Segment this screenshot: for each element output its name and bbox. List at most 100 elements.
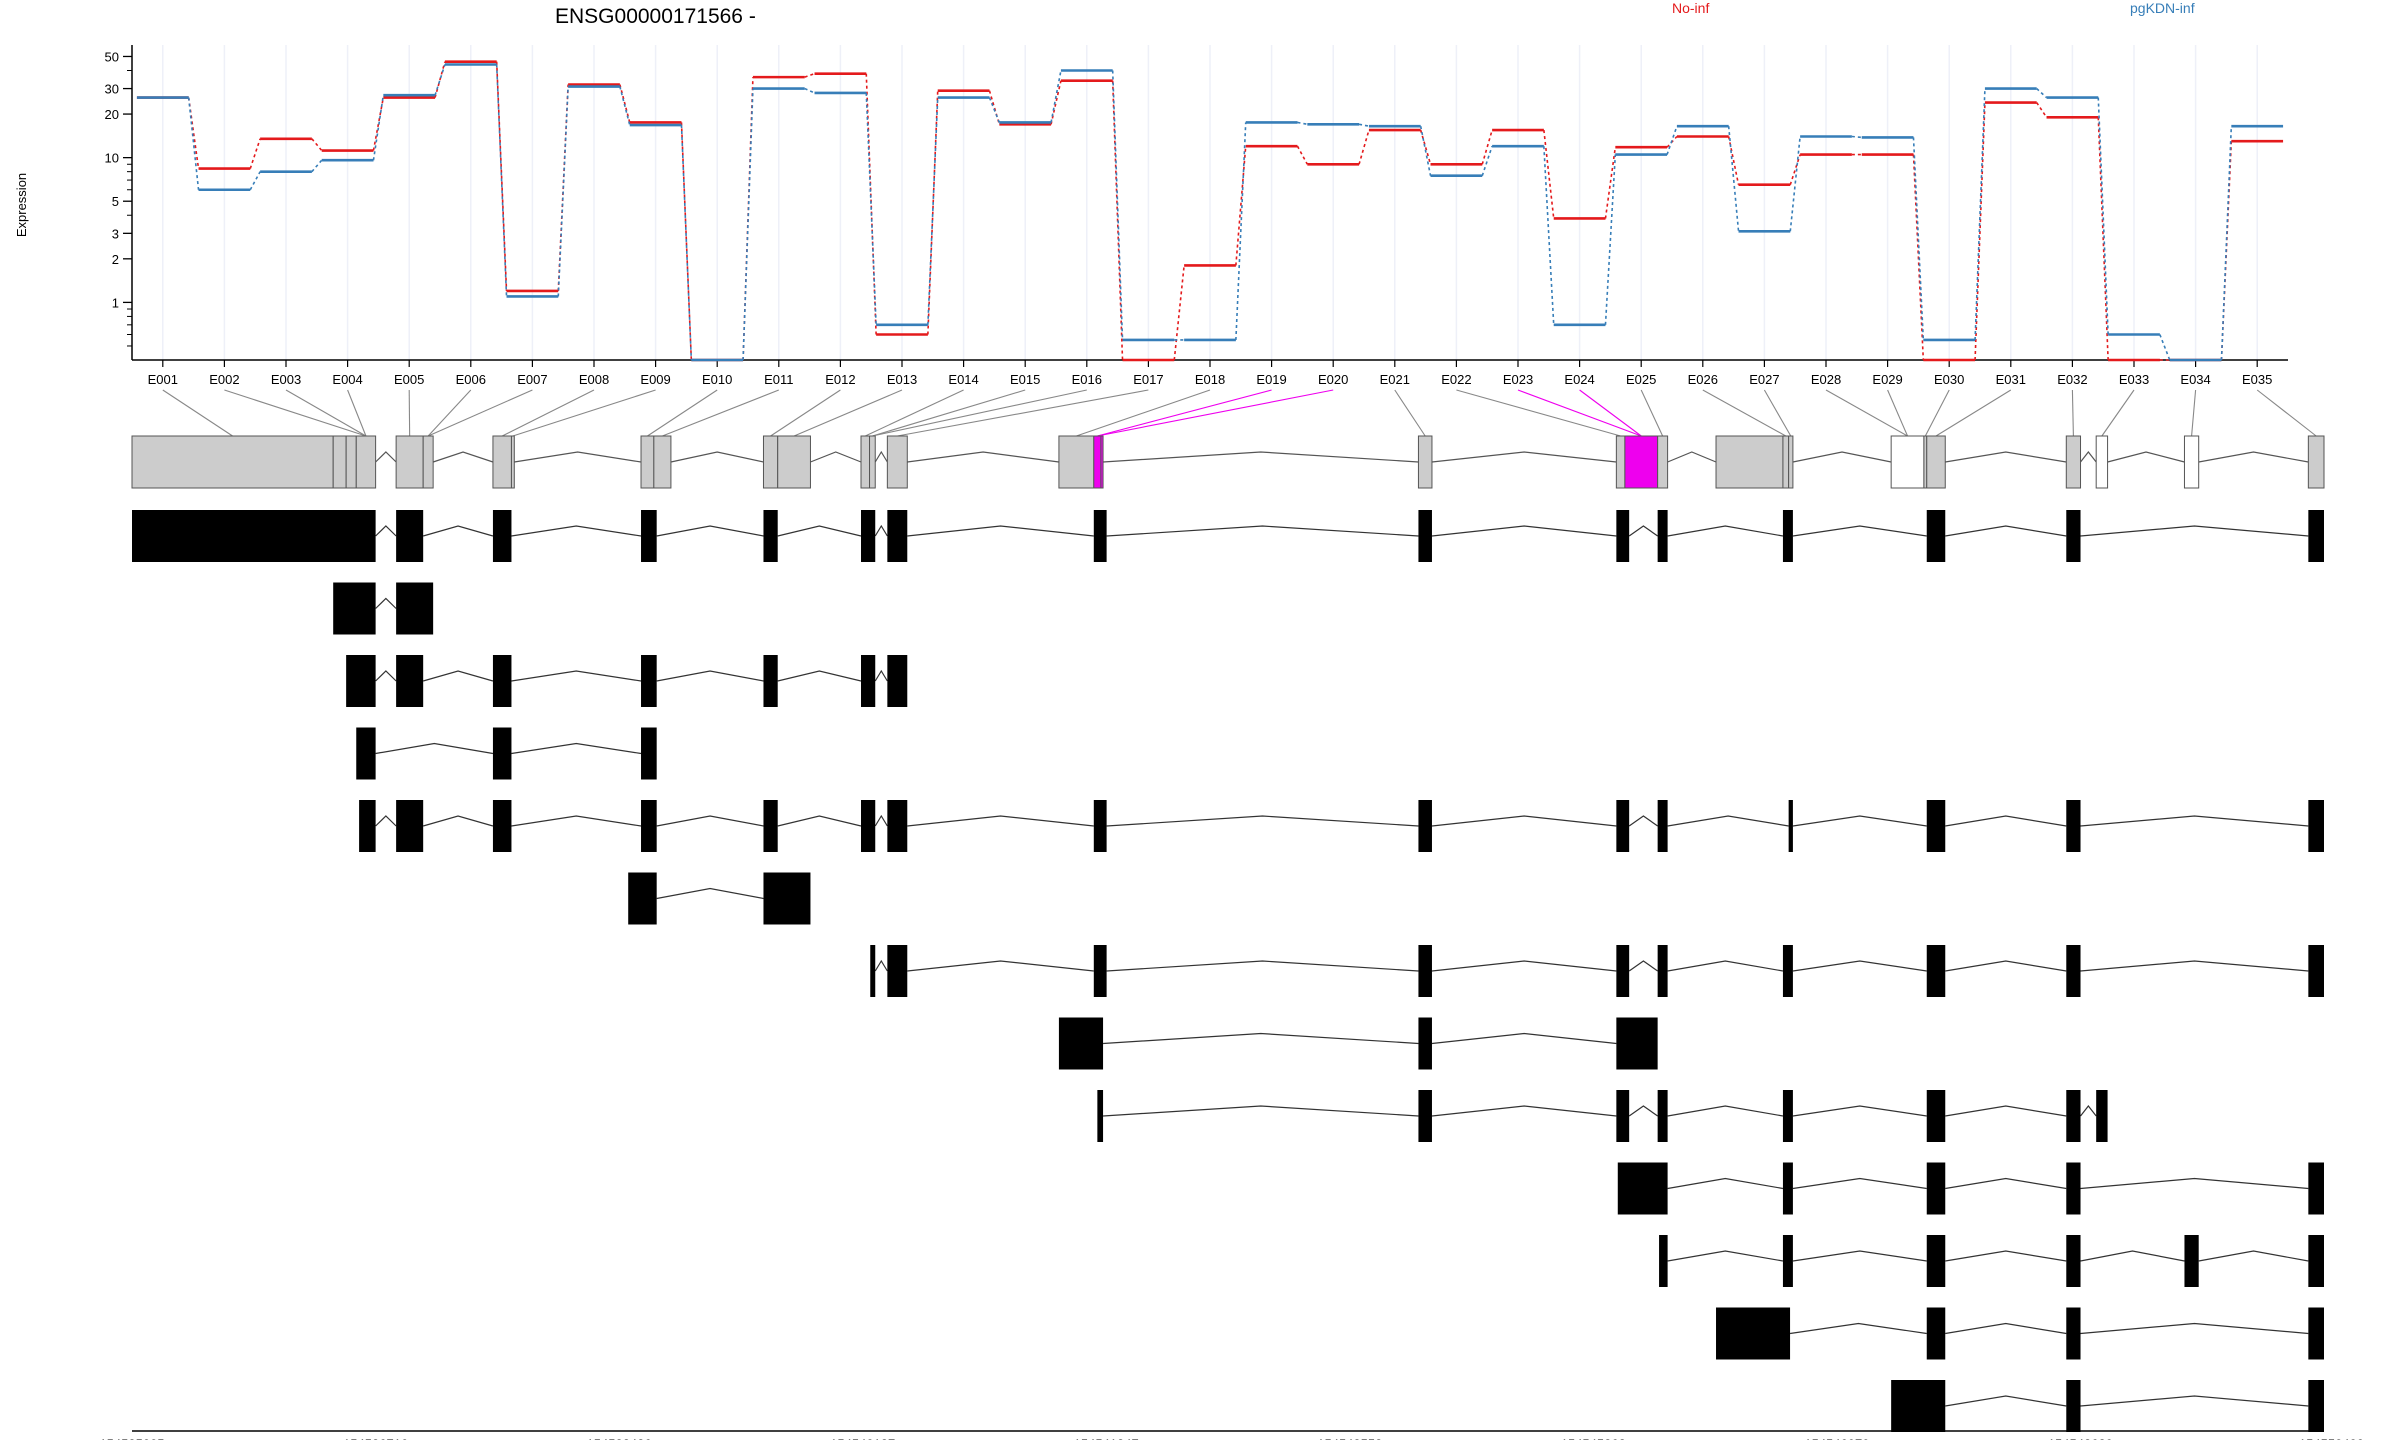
transcript-exon [492, 800, 512, 852]
transcript-exon [1716, 1307, 1791, 1360]
intron-line [1431, 1032, 1617, 1045]
series-connector [372, 95, 385, 161]
intron-line [907, 451, 1059, 463]
series-connector [1111, 80, 1124, 361]
intron-line [874, 524, 888, 537]
series-connector [1173, 265, 1185, 361]
intron-line [670, 451, 764, 463]
x-tick-label: E024 [1564, 372, 1594, 387]
y-tick-label: 2 [112, 252, 119, 267]
intron-line [1667, 451, 1717, 463]
intron-line [1628, 815, 1658, 827]
transcript-exon [1782, 945, 1793, 997]
x-tick-label: E034 [2180, 372, 2210, 387]
transcript-exon [1782, 1235, 1793, 1287]
transcript-exon [396, 655, 424, 707]
intron-line [2080, 1250, 2185, 1262]
intron-line [2080, 451, 2097, 463]
exon-bin [777, 435, 811, 489]
series-connector [1419, 126, 1432, 176]
series-connector [557, 86, 569, 297]
transcript-row [628, 872, 811, 925]
series-connector [1358, 129, 1370, 165]
bin-connector [1763, 389, 1792, 437]
bin-connector [501, 389, 595, 437]
genomic-coordinate-axis: 154535005 154536716 154538426 154540137 1545… [99, 1430, 2364, 1440]
bin-connector [1579, 389, 1642, 437]
intron-line [1431, 960, 1617, 972]
x-tick-label: E030 [1934, 372, 1964, 387]
transcript-exon [2066, 1162, 2081, 1215]
bin-connector [2071, 389, 2074, 437]
series-connector [1050, 70, 1062, 123]
transcript-exon [1891, 1380, 1946, 1432]
transcript-exon [2096, 1090, 2108, 1142]
series-connector [1358, 123, 1370, 127]
intron-line [1945, 1250, 2067, 1262]
x-tick-label: E020 [1318, 372, 1348, 387]
bin-connector [662, 389, 780, 437]
intron-line [1667, 1177, 1784, 1190]
series-pgKDN-inf [136, 63, 2284, 362]
series-connector [1543, 130, 1555, 219]
series-connector [680, 122, 693, 361]
series-connector [1727, 136, 1740, 185]
series-connector [495, 61, 508, 291]
transcript-exon [2066, 1235, 2081, 1287]
transcript-row [346, 655, 908, 707]
genomic-tick-label: 154545268 [1561, 1437, 1626, 1440]
intron-line [777, 525, 862, 537]
exon-bin [886, 435, 908, 489]
x-tick-label: E022 [1441, 372, 1471, 387]
intron-line [1945, 1105, 2067, 1117]
intron-line [656, 815, 764, 827]
series-connector [1912, 154, 1925, 361]
bin-connector [1935, 389, 2012, 437]
exon-bin [2065, 435, 2082, 489]
transcript-exon [1657, 945, 1668, 997]
bin-connector [1456, 389, 1621, 437]
intron-line [1792, 815, 1927, 827]
intron-line [2198, 451, 2309, 463]
legend-entry-no-inf: No-inf [1672, 0, 1709, 16]
x-tick-label: E018 [1195, 372, 1225, 387]
transcript-exon [1782, 1162, 1793, 1215]
series-connector [1050, 80, 1062, 125]
series-connector [2036, 102, 2048, 118]
transcript-exon [1616, 510, 1630, 562]
intron-line [1945, 1395, 2067, 1407]
transcript-exon [763, 510, 778, 562]
x-tick-label: E009 [640, 372, 670, 387]
intron-line [1431, 815, 1617, 827]
series-connector [1111, 70, 1124, 341]
x-tick-label: E002 [209, 372, 239, 387]
transcript-row [1659, 1235, 2324, 1287]
intron-line [1792, 960, 1927, 972]
bin-connector [872, 389, 1026, 437]
x-tick-label: E027 [1749, 372, 1779, 387]
series-connector [742, 88, 754, 361]
series-connector [1604, 147, 1617, 219]
series-connector [495, 64, 508, 297]
intron-line [1431, 451, 1617, 463]
series-connector [1604, 154, 1617, 325]
bin-connector [1097, 389, 1334, 437]
intron-line [874, 959, 888, 972]
bin-connector [897, 389, 1149, 437]
intron-line [375, 525, 397, 537]
transcript-exon [1782, 510, 1793, 562]
transcript-exon [396, 582, 434, 635]
y-axis-label: Expression [14, 173, 29, 237]
transcript-exon [2308, 1162, 2324, 1215]
intron-line [1103, 451, 1419, 463]
transcript-exon [1788, 800, 1793, 852]
intron-line [511, 525, 642, 537]
transcript-exon [2184, 1235, 2199, 1287]
series-connector [2159, 334, 2171, 361]
transcript-exon [356, 727, 376, 780]
transcript-exon [1926, 945, 1946, 997]
transcript-exon [763, 800, 778, 852]
series-connector [2220, 126, 2233, 361]
intron-line [1792, 451, 1892, 463]
genomic-tick-label: 154548689 [2048, 1437, 2113, 1440]
